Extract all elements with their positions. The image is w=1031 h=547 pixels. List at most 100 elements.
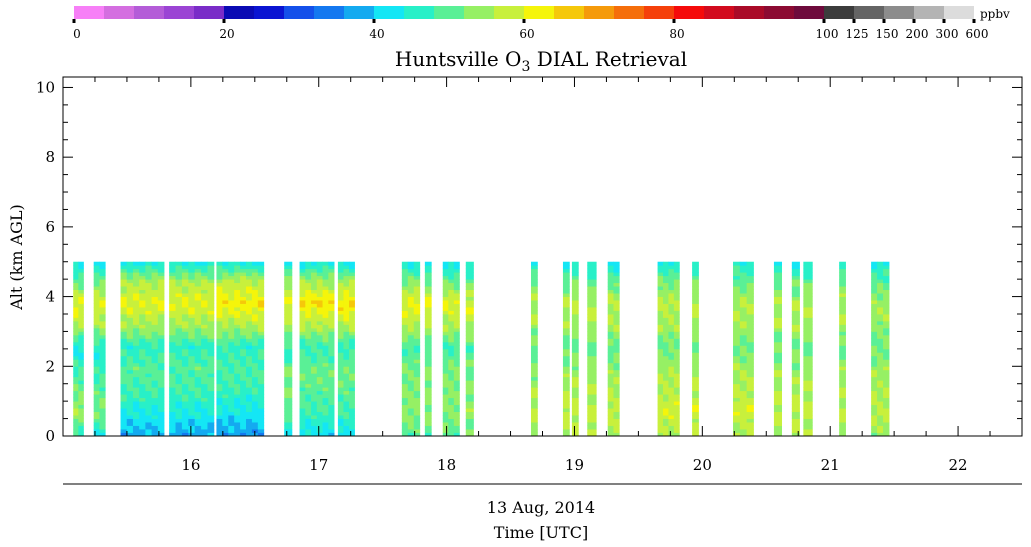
heatmap-cell bbox=[442, 411, 449, 416]
heatmap-cell bbox=[465, 425, 474, 430]
heatmap-cell bbox=[877, 415, 884, 419]
heatmap-cell bbox=[657, 432, 664, 437]
heatmap-cell bbox=[337, 345, 344, 350]
heatmap-cell bbox=[657, 331, 664, 336]
x-tick-label: 16 bbox=[181, 456, 200, 474]
heatmap-cell bbox=[169, 296, 176, 301]
heatmap-cell bbox=[587, 286, 597, 291]
heatmap-cell bbox=[194, 327, 202, 332]
heatmap-cell bbox=[126, 422, 134, 426]
heatmap-cell bbox=[207, 310, 215, 315]
heatmap-cell bbox=[424, 261, 432, 266]
heatmap-cell bbox=[207, 293, 215, 297]
heatmap-cell bbox=[424, 373, 432, 378]
heatmap-cell bbox=[424, 355, 432, 360]
heatmap-cell bbox=[877, 425, 884, 430]
heatmap-cell bbox=[311, 272, 318, 277]
heatmap-cell bbox=[877, 397, 884, 402]
heatmap-cell bbox=[803, 369, 813, 374]
heatmap-cell bbox=[692, 338, 699, 343]
heatmap-cell bbox=[246, 376, 253, 381]
heatmap-cell bbox=[99, 282, 106, 287]
heatmap-cell bbox=[877, 422, 884, 426]
heatmap-cell bbox=[401, 373, 409, 378]
heatmap-cell bbox=[337, 411, 344, 416]
heatmap-cell bbox=[169, 320, 176, 325]
heatmap-cell bbox=[175, 348, 183, 353]
heatmap-cell bbox=[453, 338, 460, 343]
heatmap-cell bbox=[883, 352, 890, 357]
heatmap-cell bbox=[181, 394, 189, 399]
heatmap-cell bbox=[613, 383, 620, 388]
heatmap-cell bbox=[453, 348, 460, 353]
heatmap-cell bbox=[201, 366, 208, 371]
heatmap-cell bbox=[151, 320, 159, 325]
heatmap-cell bbox=[188, 387, 196, 392]
heatmap-cell bbox=[668, 387, 675, 392]
heatmap-cell bbox=[151, 300, 159, 304]
heatmap-cell bbox=[657, 268, 664, 273]
heatmap-cell bbox=[746, 425, 754, 430]
heatmap-cell bbox=[733, 352, 741, 357]
heatmap-cell bbox=[284, 425, 293, 430]
heatmap-cell bbox=[348, 341, 355, 346]
heatmap-cell bbox=[839, 303, 846, 308]
heatmap-cell bbox=[194, 408, 202, 413]
heatmap-cell bbox=[299, 303, 306, 308]
heatmap-cell bbox=[839, 383, 846, 388]
heatmap-cell bbox=[657, 334, 664, 339]
heatmap-cell bbox=[257, 310, 265, 315]
heatmap-cell bbox=[151, 369, 159, 374]
heatmap-cell bbox=[328, 310, 335, 315]
heatmap-cell bbox=[448, 369, 455, 374]
heatmap-cell bbox=[348, 366, 355, 371]
heatmap-cell bbox=[316, 366, 323, 371]
heatmap-cell bbox=[240, 324, 247, 329]
heatmap-cell bbox=[169, 418, 176, 423]
heatmap-cell bbox=[773, 380, 783, 385]
heatmap-cell bbox=[746, 376, 754, 381]
heatmap-cell bbox=[169, 275, 176, 280]
heatmap-cell bbox=[299, 268, 306, 273]
heatmap-cell bbox=[453, 272, 460, 277]
heatmap-cell bbox=[465, 289, 474, 294]
colorbar-tick-label: 100 bbox=[816, 27, 839, 41]
heatmap-cell bbox=[871, 383, 878, 388]
heatmap-cell bbox=[839, 369, 846, 374]
heatmap-cell bbox=[673, 282, 680, 287]
heatmap-cell bbox=[234, 397, 241, 402]
heatmap-cell bbox=[413, 303, 421, 308]
heatmap-cell bbox=[401, 345, 409, 350]
heatmap-cell bbox=[530, 282, 538, 287]
heatmap-cell bbox=[348, 293, 355, 297]
colorbar-tick-label: 40 bbox=[369, 27, 384, 41]
heatmap-cell bbox=[883, 432, 890, 437]
heatmap-cell bbox=[791, 314, 800, 318]
heatmap-cell bbox=[234, 369, 241, 374]
heatmap-cell bbox=[99, 373, 106, 378]
heatmap-cell bbox=[222, 369, 229, 374]
heatmap-cell bbox=[240, 383, 247, 388]
heatmap-cell bbox=[424, 279, 432, 284]
heatmap-cell bbox=[562, 429, 570, 433]
heatmap-cell bbox=[746, 369, 754, 374]
heatmap-cell bbox=[877, 334, 884, 339]
heatmap-cell bbox=[613, 334, 620, 339]
heatmap-cell bbox=[194, 345, 202, 350]
heatmap-cell bbox=[337, 394, 344, 399]
heatmap-cell bbox=[175, 268, 183, 273]
heatmap-cell bbox=[530, 366, 538, 371]
heatmap-cell bbox=[201, 390, 208, 395]
heatmap-cell bbox=[587, 408, 597, 413]
heatmap-cell bbox=[668, 394, 675, 399]
heatmap-cell bbox=[692, 265, 699, 270]
heatmap-cell bbox=[132, 355, 140, 360]
heatmap-cell bbox=[348, 387, 355, 392]
heatmap-cell bbox=[692, 268, 699, 273]
heatmap-cell bbox=[657, 345, 664, 350]
heatmap-cell bbox=[78, 307, 84, 311]
heatmap-cell bbox=[284, 345, 293, 350]
heatmap-cell bbox=[803, 401, 813, 406]
heatmap-cell bbox=[311, 415, 318, 419]
heatmap-cell bbox=[201, 369, 208, 374]
